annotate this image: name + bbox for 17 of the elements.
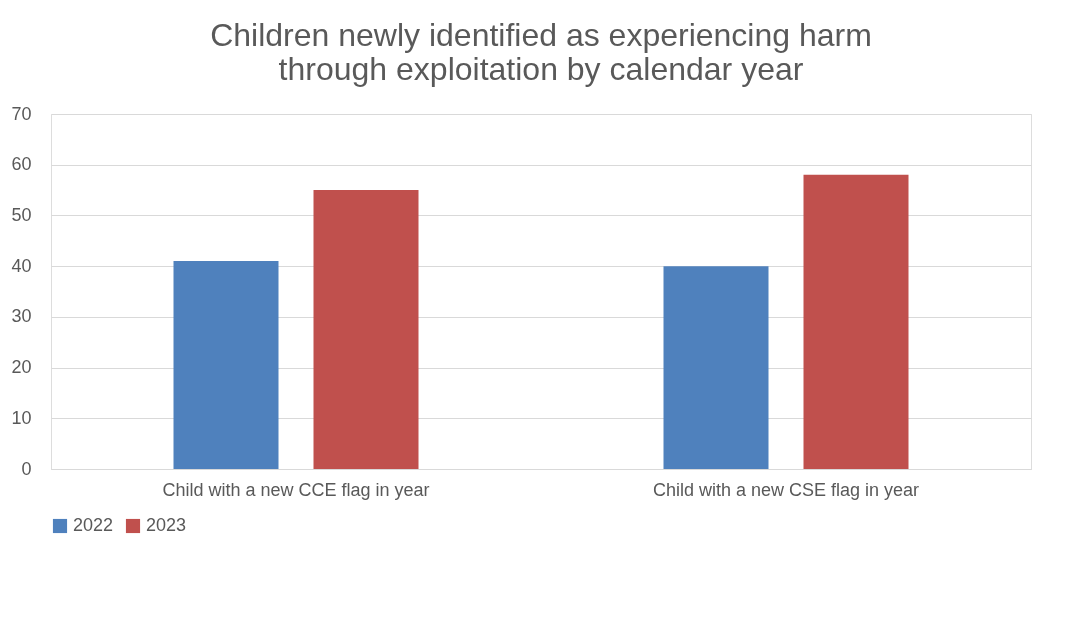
bar — [313, 190, 419, 469]
y-tick-label: 20 — [11, 357, 32, 378]
y-tick-label: 50 — [11, 204, 32, 225]
y-tick-label: 30 — [11, 306, 32, 327]
x-tick-label: Child with a new CSE flag in year — [652, 479, 920, 500]
y-tick-label: 70 — [11, 103, 32, 124]
bar — [803, 174, 909, 469]
bar — [173, 261, 279, 469]
chart-title: Children newly identified as experiencing harm through exploitation by calendar year — [210, 17, 872, 87]
y-tick-label: 40 — [11, 255, 32, 276]
legend-label: 2022 — [73, 515, 114, 535]
y-tick-label: 10 — [11, 407, 32, 428]
y-tick-label: 60 — [11, 154, 32, 175]
bar — [663, 266, 769, 469]
x-tick-label: Child with a new CCE flag in year — [162, 479, 430, 500]
y-tick-label: 0 — [21, 458, 32, 479]
legend-label: 2023 — [146, 515, 187, 535]
